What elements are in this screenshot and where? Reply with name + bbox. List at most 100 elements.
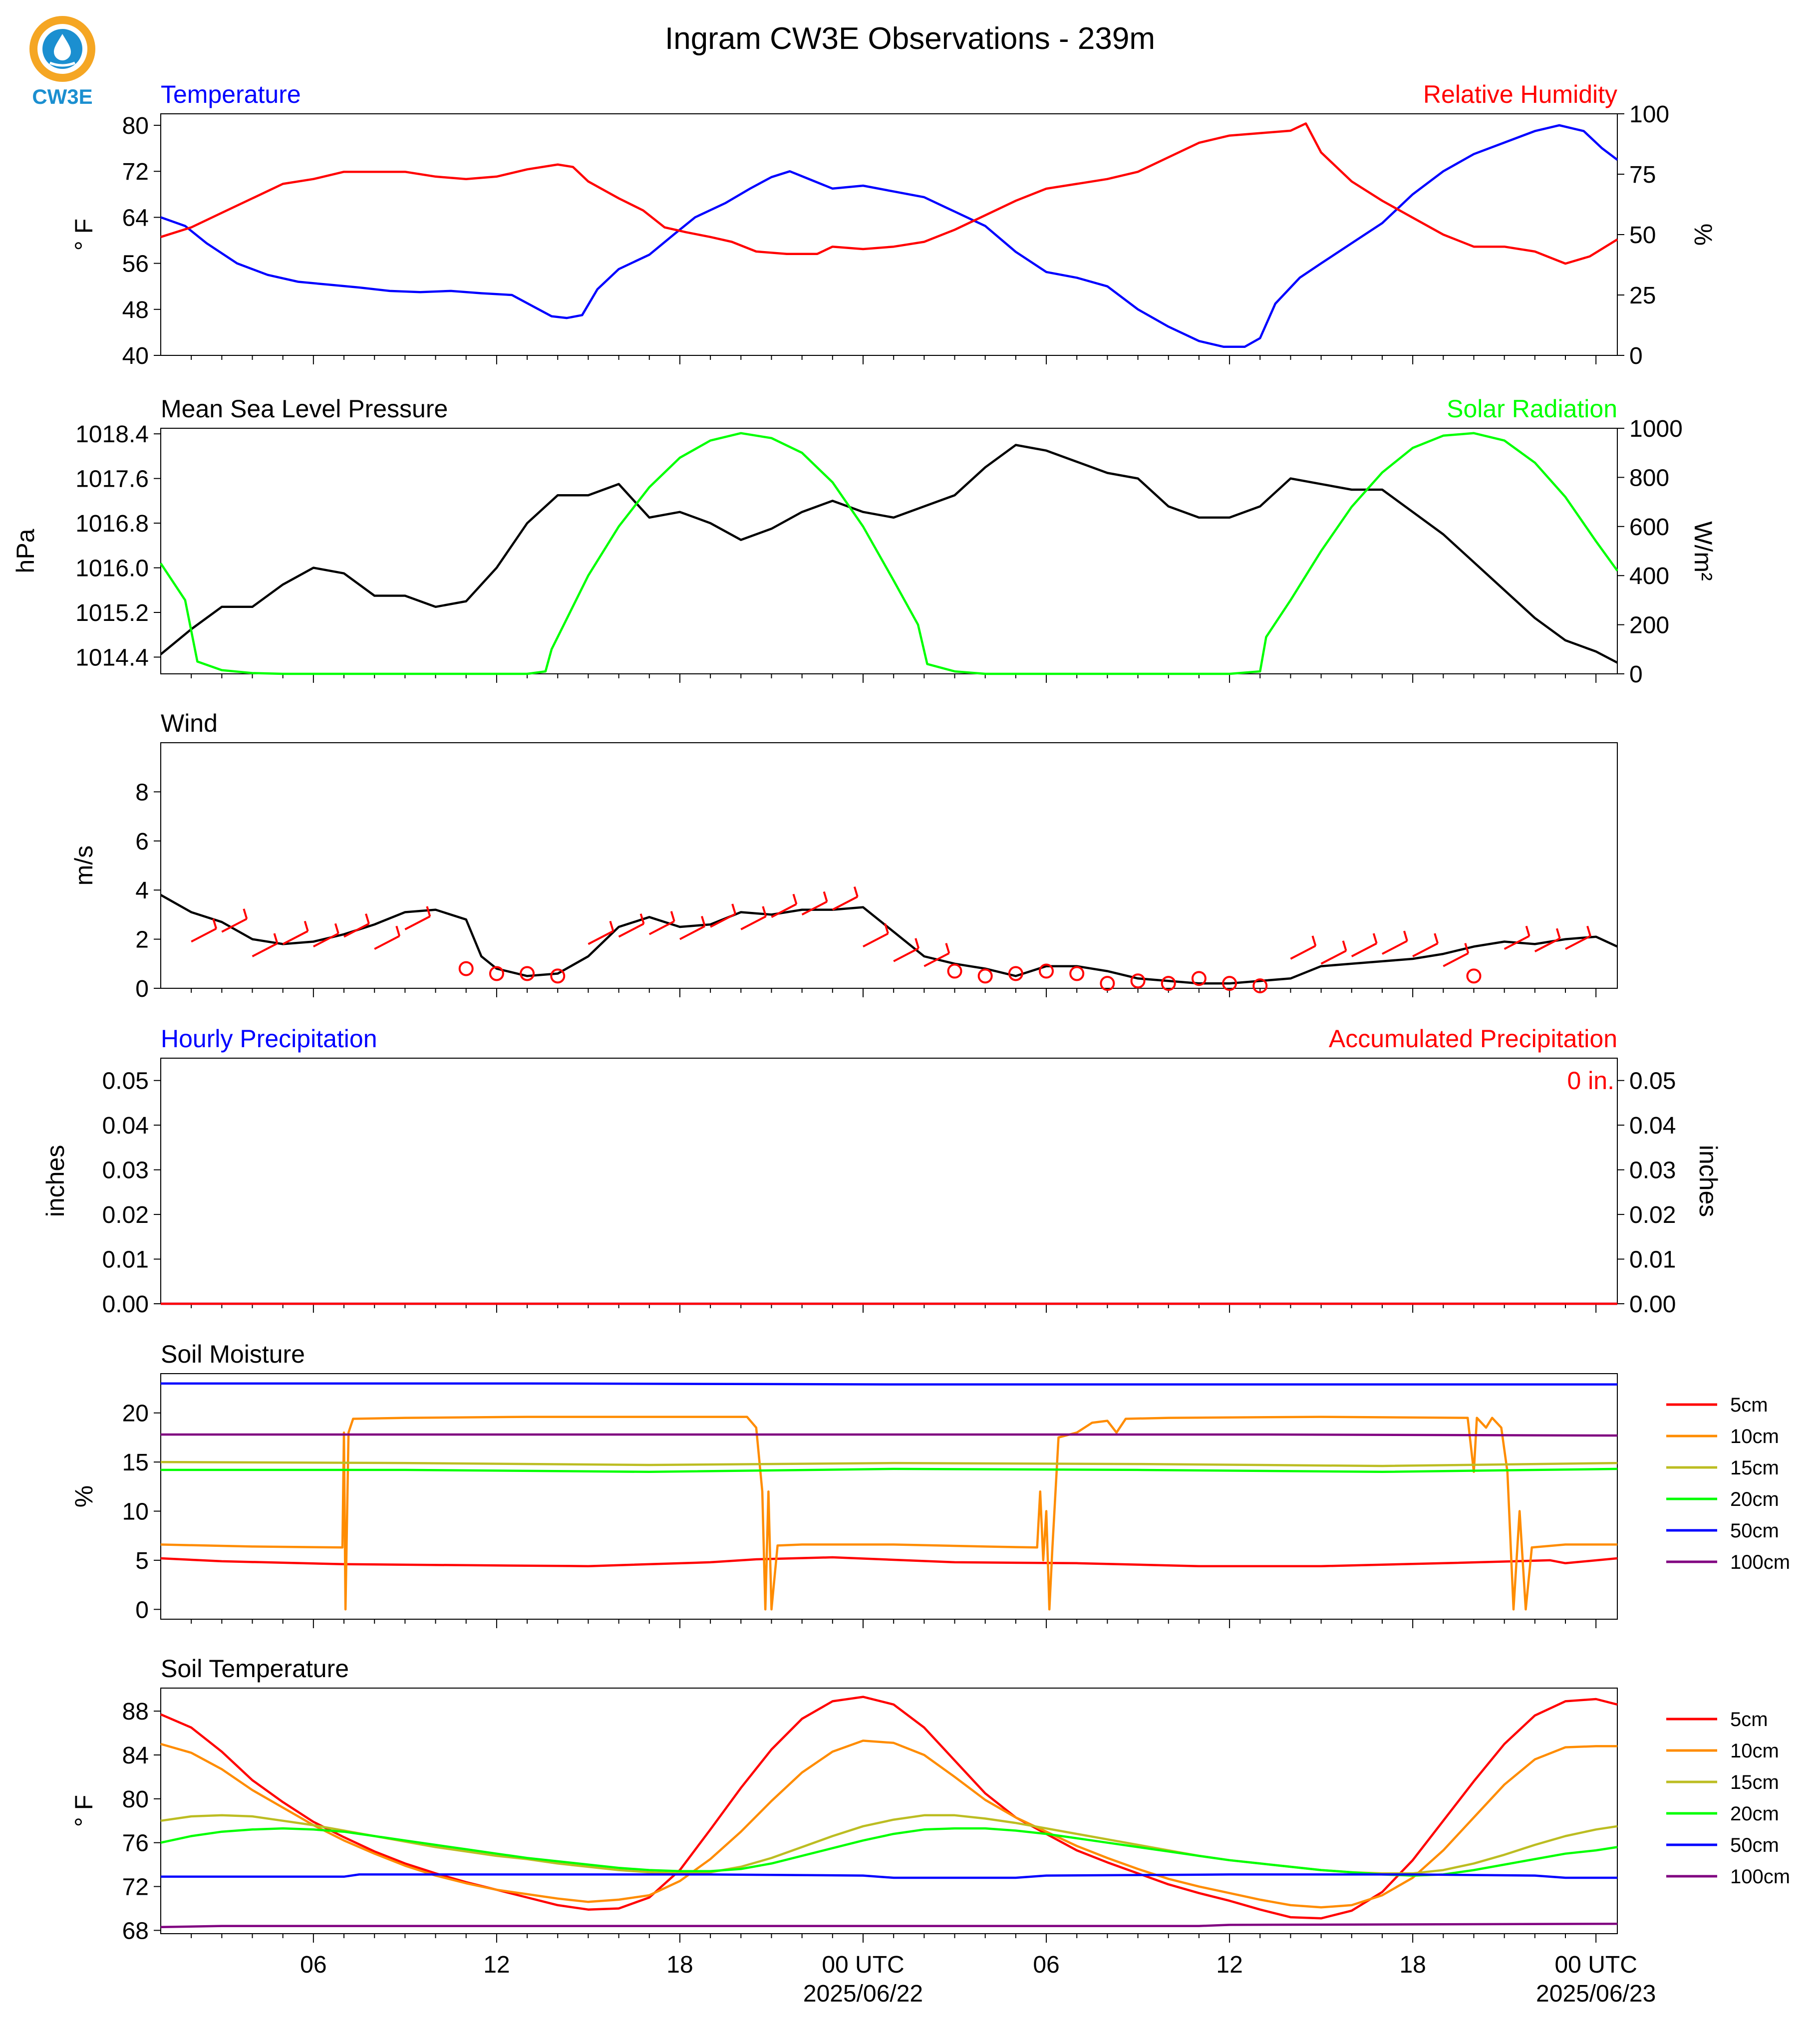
wind-barb-flag	[823, 891, 828, 902]
logo-text: CW3E	[32, 85, 92, 107]
y-tick-label-right: 600	[1629, 514, 1669, 541]
y-tick-label-right: 800	[1629, 465, 1669, 491]
y-tick-label-right: 400	[1629, 563, 1669, 589]
y-tick-label-right: 0.03	[1629, 1158, 1676, 1184]
wind-barb-marker	[1382, 940, 1408, 955]
y-tick-label: 80	[122, 113, 149, 139]
y-tick-label: 8	[135, 779, 149, 806]
y-axis-label: hPa	[11, 529, 39, 573]
panel-precip: Hourly Precipitation Accumulated Precipit…	[41, 1025, 1722, 1318]
y-tick-label: 0.02	[102, 1202, 149, 1228]
y-tick-label: 10	[122, 1499, 149, 1525]
wind-barb-calm-marker	[1252, 978, 1268, 994]
wind-barb-marker	[740, 915, 767, 930]
wind-barb-flag	[1434, 933, 1439, 944]
y-tick-label: 15	[122, 1449, 149, 1476]
wind-barb-marker	[221, 918, 248, 933]
plot-frame	[160, 428, 1618, 674]
panel-pressure-solar: Mean Sea Level Pressure Solar Radiation 10…	[11, 395, 1717, 688]
x-tick-label: 12	[1216, 1952, 1242, 1978]
x-tick-label: 00 UTC	[1554, 1952, 1637, 1978]
y-axis-label: ° F	[70, 1795, 98, 1827]
panel-wind: Wind 0 2 4 6 8 m/s	[70, 709, 1618, 1002]
y-tick-label: 0.00	[102, 1291, 149, 1318]
wind-barb-calm-marker	[1069, 966, 1085, 981]
wind-barb-calm-marker	[1130, 973, 1146, 989]
y-tick-label: 0	[135, 976, 149, 1002]
series-line-100cm	[161, 1433, 1618, 1437]
y-tick-label: 0.05	[102, 1068, 149, 1095]
legend-label: 15cm	[1730, 1457, 1779, 1479]
x-tick-date-label: 2025/06/23	[1536, 1981, 1656, 2007]
y-tick-label: 0	[135, 1597, 149, 1623]
wind-barb-flag	[1525, 925, 1530, 936]
series-line-100cm	[160, 1922, 1618, 1929]
y-tick-label-right: 75	[1629, 162, 1656, 188]
wind-barb-flag	[1586, 925, 1591, 936]
legend-label: 50cm	[1730, 1834, 1779, 1856]
y-axis-label: ° F	[70, 219, 98, 251]
legend-label: 5cm	[1730, 1394, 1768, 1416]
y-tick-label: 56	[122, 251, 149, 278]
wind-barb-marker	[374, 935, 400, 950]
wind-barb-calm-marker	[520, 966, 535, 981]
plot-frame	[160, 742, 1618, 989]
wind-barb-marker	[252, 942, 278, 957]
wind-barb-marker	[1351, 942, 1377, 957]
y-axis-label: m/s	[70, 846, 98, 886]
wind-barb-flag	[609, 920, 614, 932]
cw3e-logo: CW3E	[20, 15, 105, 108]
legend-label: 5cm	[1730, 1709, 1768, 1731]
wind-barb-flag	[243, 908, 248, 919]
series-line-15cm	[160, 1814, 1618, 1875]
panel-title-right: Solar Radiation	[1447, 395, 1617, 423]
y-tick-label-right: 0.00	[1629, 1291, 1676, 1318]
wind-barb-flag	[1311, 935, 1317, 946]
y-tick-label: 80	[122, 1786, 149, 1813]
wind-barb-calm-marker	[947, 963, 962, 979]
y-tick-label: 1016.8	[75, 511, 149, 537]
wind-barb-flag	[792, 893, 798, 904]
wind-barb-flag	[273, 933, 279, 944]
wind-barb-flag	[639, 913, 645, 924]
wind-barb-marker	[771, 903, 797, 918]
wind-barb-flag	[1464, 943, 1470, 954]
y-axis-label-right: %	[1689, 224, 1717, 246]
y-tick-label: 64	[122, 205, 149, 231]
plot-frame	[160, 1688, 1618, 1934]
series-line-wind-speed	[160, 894, 1618, 985]
y-tick-label-right: 0.01	[1629, 1247, 1676, 1273]
wind-barb-calm-marker	[1039, 963, 1054, 979]
y-tick-label-right: 0.04	[1629, 1113, 1676, 1139]
wind-barb-flag	[212, 918, 218, 929]
legend-label: 10cm	[1730, 1740, 1779, 1762]
series-line-5cm	[160, 1696, 1618, 1920]
y-tick-label: 1015.2	[75, 600, 149, 626]
y-tick-label-right: 1000	[1629, 416, 1683, 442]
y-tick-label: 68	[122, 1918, 149, 1944]
wind-barb-flag	[884, 923, 889, 934]
wind-barb-flag	[1372, 933, 1378, 944]
y-tick-label: 72	[122, 1874, 149, 1901]
wind-barb-calm-marker	[1161, 976, 1176, 991]
wind-barb-marker	[1412, 942, 1439, 957]
wind-barb-flag	[762, 906, 767, 917]
panel-title-left: Wind	[161, 709, 218, 737]
series-line-50cm	[161, 1873, 1617, 1879]
panel-title-left: Soil Moisture	[161, 1340, 305, 1368]
legend-label: 50cm	[1730, 1520, 1779, 1542]
y-axis-label: inches	[41, 1145, 69, 1217]
wind-barb-marker	[343, 922, 369, 938]
wind-barb-flag	[426, 906, 431, 917]
y-tick-label-right: 0.05	[1629, 1068, 1676, 1095]
accumulated-total-label: 0 in.	[1567, 1067, 1614, 1095]
y-tick-label: 0.01	[102, 1247, 149, 1273]
wind-barb-calm-marker	[489, 966, 504, 981]
wind-barb-calm-marker	[1008, 966, 1023, 981]
y-tick-label: 6	[135, 829, 149, 855]
series-line-solar-radiation	[160, 432, 1618, 675]
wind-barb-marker	[1290, 945, 1316, 960]
y-tick-label-right: 50	[1629, 222, 1656, 249]
series-line-15cm	[160, 1460, 1618, 1467]
y-tick-label: 76	[122, 1830, 149, 1857]
